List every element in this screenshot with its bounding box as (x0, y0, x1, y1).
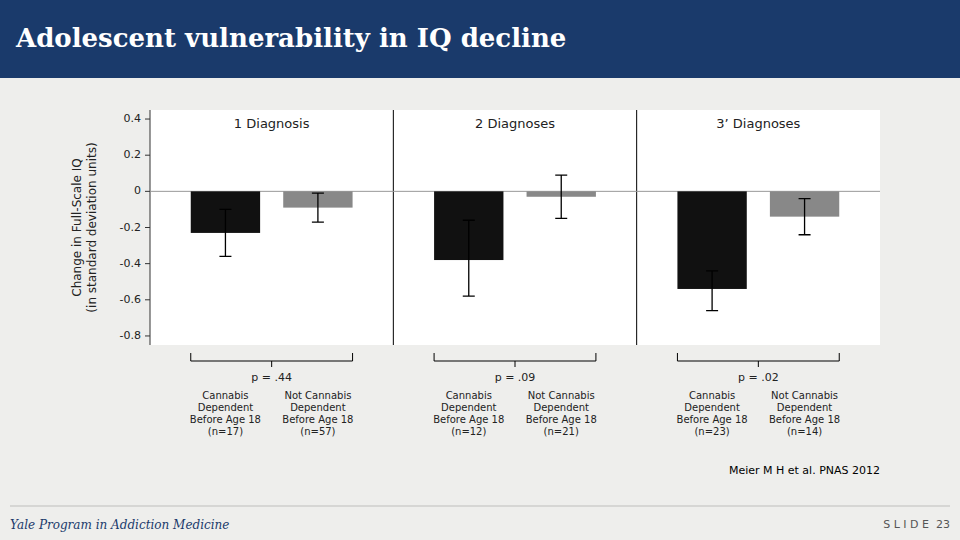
bar-label-line: Before Age 18 (769, 414, 840, 425)
bar-label-line: Not Cannabis (284, 390, 351, 401)
citation: Meier M H et al. PNAS 2012 (729, 464, 880, 477)
bar-label: CannabisDependentBefore Age 18(n=12) (433, 390, 504, 437)
bar-label-line: Before Age 18 (433, 414, 504, 425)
footer-right: S L I D E 23 (883, 518, 950, 531)
y-tick-label: -0.2 (120, 221, 141, 234)
marks (150, 175, 880, 311)
p-value: p = .09 (495, 371, 536, 384)
footer-left: Yale Program in Addiction Medicine (10, 518, 229, 532)
error-bar (463, 220, 475, 296)
y-tick (145, 191, 150, 192)
p-value: p = .44 (251, 371, 292, 384)
background (0, 0, 960, 540)
bar-label-line: (n=14) (787, 426, 822, 437)
bar-label: Not CannabisDependentBefore Age 18(n=14) (769, 390, 840, 437)
bar-label-line: Cannabis (446, 390, 492, 401)
chart: Adolescent vulnerability in IQ decline 0.… (0, 0, 960, 540)
bar-label: CannabisDependentBefore Age 18(n=23) (677, 390, 748, 437)
bar-label: Not CannabisDependentBefore Age 18(n=21) (526, 390, 597, 437)
bar-label-line: Dependent (290, 402, 346, 413)
bar-label-line: Cannabis (202, 390, 248, 401)
bar-label-line: Dependent (777, 402, 833, 413)
y-axis-label: Change in Full-Scale IQ(in standard devi… (70, 142, 99, 312)
y-axis-label-line: (in standard deviation units) (85, 142, 99, 312)
bracket (677, 353, 839, 367)
bar-label-line: (n=21) (544, 426, 579, 437)
bar-label-line: Before Age 18 (677, 414, 748, 425)
bracket (434, 353, 596, 367)
error-bar (706, 271, 718, 311)
bar-label-line: Before Age 18 (282, 414, 353, 425)
y-tick (145, 227, 150, 228)
bar-label-line: Dependent (198, 402, 254, 413)
bar-label-line: Not Cannabis (528, 390, 595, 401)
y-tick-label: -0.6 (120, 293, 141, 306)
footer-rule (10, 506, 950, 507)
bar-label-line: Dependent (534, 402, 590, 413)
y-tick-label: 0.2 (124, 148, 142, 161)
bar-label-line: (n=23) (694, 426, 729, 437)
error-bar (219, 209, 231, 256)
group-divider (636, 110, 637, 345)
y-tick (145, 299, 150, 300)
plot-area (150, 110, 880, 345)
y-tick-label: 0 (134, 184, 141, 197)
y-axis-label-line: Change in Full-Scale IQ (70, 158, 84, 296)
error-bar (799, 199, 811, 235)
y-tick (145, 263, 150, 264)
p-value: p = .02 (738, 371, 779, 384)
title: Adolescent vulnerability in IQ decline (15, 23, 566, 53)
bar-label-line: Dependent (684, 402, 740, 413)
y-tick (145, 155, 150, 156)
y-tick-label: -0.8 (120, 329, 141, 342)
error-bar (312, 193, 324, 222)
bar-label-line: (n=12) (451, 426, 486, 437)
bar-label-line: Dependent (441, 402, 497, 413)
group-label: 2 Diagnoses (475, 116, 555, 131)
bar-label: CannabisDependentBefore Age 18(n=17) (190, 390, 261, 437)
bar-label-line: Not Cannabis (771, 390, 838, 401)
y-tick (145, 335, 150, 336)
title-banner (0, 0, 960, 78)
error-bar (555, 175, 567, 218)
group-divider (393, 110, 394, 345)
y-axis (150, 110, 151, 345)
y-tick (145, 119, 150, 120)
bar-label-line: (n=17) (208, 426, 243, 437)
bracket (191, 353, 353, 367)
group-label: 1 Diagnosis (234, 116, 310, 131)
y-tick-label: -0.4 (120, 257, 141, 270)
bar-label: Not CannabisDependentBefore Age 18(n=57) (282, 390, 353, 437)
group-label: 3’ Diagnoses (716, 116, 800, 131)
bar-label-line: Before Age 18 (526, 414, 597, 425)
bar-label-line: Before Age 18 (190, 414, 261, 425)
y-tick-label: 0.4 (124, 112, 142, 125)
bar-label-line: Cannabis (689, 390, 735, 401)
bar-label-line: (n=57) (300, 426, 335, 437)
